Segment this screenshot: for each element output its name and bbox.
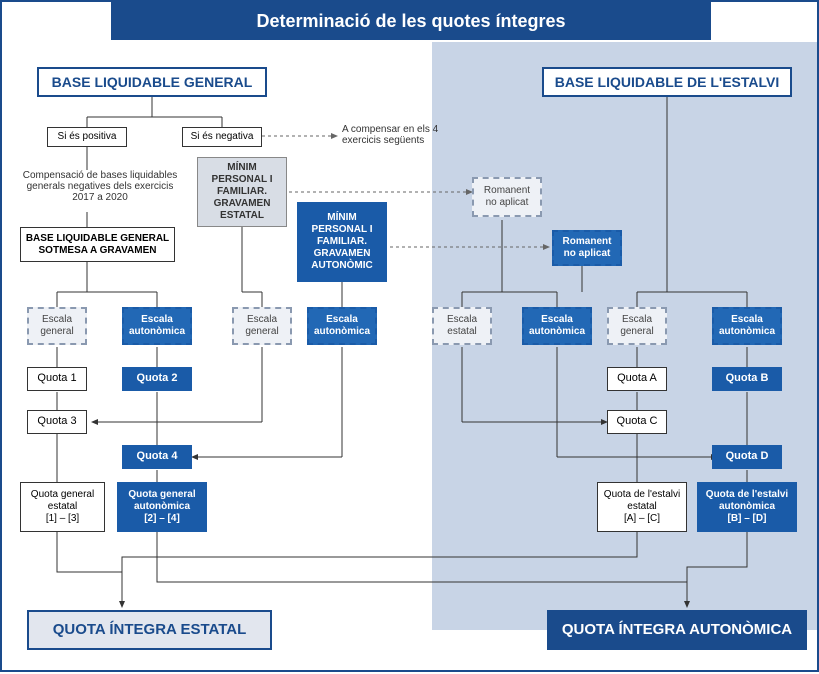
header-base-general: BASE LIQUIDABLE GENERAL (37, 67, 267, 97)
escala-estatal: Escala estatal (432, 307, 492, 345)
romanent-1: Romanent no aplicat (472, 177, 542, 217)
si-positiva: Si és positiva (47, 127, 127, 147)
escala-general-1: Escala general (27, 307, 87, 345)
minim-autonomic: MÍNIM PERSONAL I FAMILIAR. GRAVAMEN AUTO… (297, 202, 387, 282)
quota-integra-auto: QUOTA ÍNTEGRA AUTONÒMICA (547, 610, 807, 650)
escala-auto-1: Escala autonòmica (122, 307, 192, 345)
title: Determinació de les quotes íntegres (111, 2, 711, 40)
escala-auto-3: Escala autonòmica (522, 307, 592, 345)
escala-general-2: Escala general (232, 307, 292, 345)
header-base-estalvi: BASE LIQUIDABLE DE L'ESTALVI (542, 67, 792, 97)
compensar-note: A compensar en els 4 exercicis següents (342, 124, 462, 146)
compensacio-note: Compensació de bases liquidables general… (20, 170, 180, 203)
quota-2: Quota 2 (122, 367, 192, 391)
minim-estatal: MÍNIM PERSONAL I FAMILIAR. GRAVAMEN ESTA… (197, 157, 287, 227)
diagram-canvas: Determinació de les quotes íntegres (0, 0, 819, 672)
quota-c: Quota C (607, 410, 667, 434)
escala-auto-2: Escala autonòmica (307, 307, 377, 345)
quota-estalvi-auto: Quota de l'estalvi autonòmica [B] – [D] (697, 482, 797, 532)
quota-b: Quota B (712, 367, 782, 391)
quota-d: Quota D (712, 445, 782, 469)
romanent-2: Romanent no aplicat (552, 230, 622, 266)
quota-gen-estatal: Quota general estatal [1] – [3] (20, 482, 105, 532)
quota-a: Quota A (607, 367, 667, 391)
quota-1: Quota 1 (27, 367, 87, 391)
escala-general-3: Escala general (607, 307, 667, 345)
quota-estalvi-estatal: Quota de l'estalvi estatal [A] – [C] (597, 482, 687, 532)
si-negativa: Si és negativa (182, 127, 262, 147)
quota-integra-estatal: QUOTA ÍNTEGRA ESTATAL (27, 610, 272, 650)
escala-auto-4: Escala autonòmica (712, 307, 782, 345)
quota-4: Quota 4 (122, 445, 192, 469)
quota-3: Quota 3 (27, 410, 87, 434)
blg-sotmesa: BASE LIQUIDABLE GENERAL SOTMESA A GRAVAM… (20, 227, 175, 262)
quota-gen-auto: Quota general autonòmica [2] – [4] (117, 482, 207, 532)
